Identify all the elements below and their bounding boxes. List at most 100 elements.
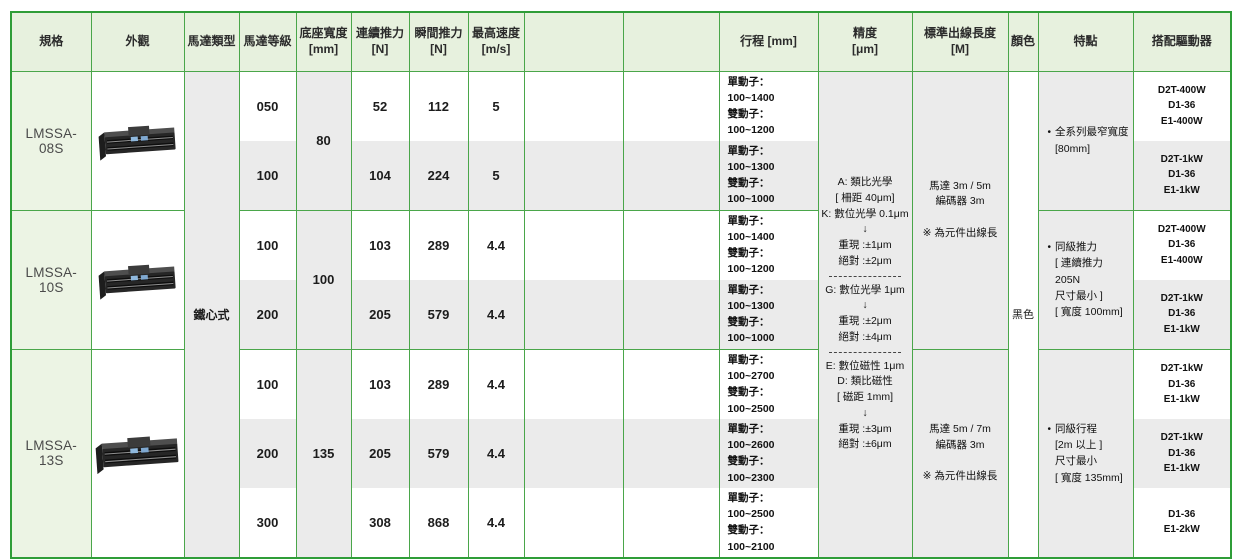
empty-cell	[622, 71, 720, 141]
empty-cell	[622, 487, 720, 558]
header-drivers: 搭配驅動器	[1132, 11, 1232, 72]
drivers-cell: D2T-1kW D1-36 E1-1kW	[1132, 418, 1232, 488]
drivers-cell: D2T-1kW D1-36 E1-1kW	[1132, 348, 1232, 419]
linear-motor-spec-table: 規格 外觀 馬達類型 馬達等級 底座寬度 [mm] 連續推力 [N] 瞬間推力 …	[10, 11, 1232, 559]
appearance-cell-lmssa-13s	[90, 348, 185, 558]
empty-cell	[523, 487, 624, 558]
max-speed-cell: 4.4	[467, 487, 525, 558]
spec-cell-lmssa-08s: LMSSA-08S	[10, 71, 92, 211]
drivers-cell: D2T-1kW D1-36 E1-1kW	[1132, 279, 1232, 350]
table-row: 200 205 579 4.4 單動子：100~2600 雙動子：100~230…	[11, 418, 1232, 488]
cable-length-cell: 馬達 5m / 7m 編碼器 3m ※ 為元件出線長	[911, 348, 1009, 558]
table-row: LMSSA-08S	[10, 71, 1232, 558]
features-text: 全系列最窄寬度 [80mm]	[1055, 126, 1129, 155]
spec-cell-lmssa-10s: LMSSA-10S	[10, 209, 92, 350]
header-empty-1	[523, 11, 624, 72]
max-speed-cell: 4.4	[467, 209, 525, 280]
empty-cell	[622, 209, 720, 280]
bullet-icon	[1048, 239, 1052, 256]
max-speed-cell: 4.4	[467, 418, 525, 488]
header-spec: 規格	[10, 11, 92, 72]
motor-type-cell: 鐵心式	[183, 71, 240, 558]
cont-force-cell: 103	[350, 209, 410, 280]
grade-cell: 300	[238, 487, 297, 558]
grade-cell: 200	[238, 418, 297, 488]
max-speed-cell: 4.4	[467, 279, 525, 350]
stroke-cell: 單動子：100~1400 雙動子：100~1200	[718, 71, 819, 141]
grade-cell: 200	[238, 279, 297, 350]
bullet-icon	[1048, 421, 1052, 438]
grade-cell: 100	[238, 209, 297, 280]
stroke-cell: 單動子：100~1400 雙動子：100~1200	[718, 209, 819, 280]
cont-force-cell: 103	[350, 348, 410, 419]
drivers-cell: D2T-1kW D1-36 E1-1kW	[1132, 140, 1232, 211]
table-row: LMSSA-13S	[10, 348, 1232, 558]
header-motor-type: 馬達類型	[183, 11, 240, 72]
stroke-cell: 單動子：100~2600 雙動子：100~2300	[718, 418, 819, 488]
header-cable-length: 標準出線長度 [M]	[911, 11, 1009, 72]
precision-cell: A: 類比光學 [ 柵距 40μm] K: 數位光學 0.1μm ↓ 重現 :±…	[817, 71, 913, 558]
appearance-cell-lmssa-10s	[90, 209, 185, 350]
bullet-icon	[1048, 124, 1052, 141]
features-cell-lmssa-10s: 同級推力 [ 連續推力 205N 尺寸最小 ] [ 寬度 100mm]	[1037, 209, 1134, 350]
table-row: 200 205 579 4.4 單動子：100~1300 雙動子：100~100…	[11, 279, 1232, 350]
features-cell-lmssa-08s: 全系列最窄寬度 [80mm]	[1037, 71, 1134, 211]
features-cell-lmssa-13s: 同級行程 [2m 以上 ] 尺寸最小 [ 寬度 135mm]	[1037, 348, 1134, 558]
stroke-cell: 單動子：100~2700 雙動子：100~2500	[718, 348, 819, 419]
cont-force-cell: 205	[350, 279, 410, 350]
drivers-cell: D2T-400W D1-36 E1-400W	[1132, 209, 1232, 280]
empty-cell	[523, 209, 624, 280]
inst-force-cell: 224	[408, 140, 469, 211]
product-photo-lmssa-10s	[98, 264, 176, 300]
header-appearance: 外觀	[90, 11, 185, 72]
drivers-cell: D2T-400W D1-36 E1-400W	[1132, 71, 1232, 141]
empty-cell	[622, 418, 720, 488]
table-row: 300 308 868 4.4 單動子：100~2500 雙動子：100~210…	[11, 487, 1232, 558]
grade-cell: 100	[238, 348, 297, 419]
header-max-speed: 最高速度 [m/s]	[467, 11, 525, 72]
inst-force-cell: 112	[408, 71, 469, 141]
drivers-cell: D1-36 E1-2kW	[1132, 487, 1232, 558]
inst-force-cell: 579	[408, 279, 469, 350]
header-empty-2	[622, 11, 720, 72]
max-speed-cell: 5	[467, 71, 525, 141]
inst-force-cell: 289	[408, 209, 469, 280]
base-width-cell: 100	[295, 209, 352, 350]
max-speed-cell: 4.4	[467, 348, 525, 419]
cont-force-cell: 52	[350, 71, 410, 141]
base-width-cell: 80	[295, 71, 352, 211]
empty-cell	[523, 140, 624, 211]
empty-cell	[523, 348, 624, 419]
table-row: 100 104 224 5 單動子：100~1300 雙動子：100~1000 …	[11, 140, 1232, 211]
header-base-width: 底座寬度 [mm]	[295, 11, 352, 72]
color-cell: 黑色	[1007, 71, 1039, 558]
header-precision: 精度 [μm]	[817, 11, 913, 72]
cont-force-cell: 308	[350, 487, 410, 558]
empty-cell	[622, 348, 720, 419]
header-stroke: 行程 [mm]	[718, 11, 819, 72]
cont-force-cell: 104	[350, 140, 410, 211]
header-row: 規格 外觀 馬達類型 馬達等級 底座寬度 [mm] 連續推力 [N] 瞬間推力 …	[10, 11, 1232, 72]
dashed-divider	[829, 351, 901, 353]
max-speed-cell: 5	[467, 140, 525, 211]
precision-digital-optical-block: G: 數位光學 1μm ↓ 重現 :±2μm 絕對 :±4μm	[825, 283, 905, 343]
stroke-cell: 單動子：100~1300 雙動子：100~1000	[718, 140, 819, 211]
dashed-divider	[829, 275, 901, 277]
header-motor-grade: 馬達等級	[238, 11, 297, 72]
header-features: 特點	[1037, 11, 1134, 72]
features-text: 同級推力 [ 連續推力 205N 尺寸最小 ] [ 寬度 100mm]	[1055, 241, 1123, 319]
header-inst-force: 瞬間推力 [N]	[408, 11, 469, 72]
table-row: LMSSA-10S	[10, 209, 1232, 350]
spec-cell-lmssa-13s: LMSSA-13S	[10, 348, 92, 558]
appearance-cell-lmssa-08s	[90, 71, 185, 211]
header-color: 顏色	[1007, 11, 1039, 72]
base-width-cell: 135	[295, 348, 352, 558]
cont-force-cell: 205	[350, 418, 410, 488]
inst-force-cell: 289	[408, 348, 469, 419]
product-photo-lmssa-08s	[98, 125, 176, 161]
inst-force-cell: 868	[408, 487, 469, 558]
features-text: 同級行程 [2m 以上 ] 尺寸最小 [ 寬度 135mm]	[1055, 422, 1123, 484]
grade-cell: 100	[238, 140, 297, 211]
empty-cell	[523, 418, 624, 488]
product-photo-lmssa-13s	[95, 436, 178, 475]
